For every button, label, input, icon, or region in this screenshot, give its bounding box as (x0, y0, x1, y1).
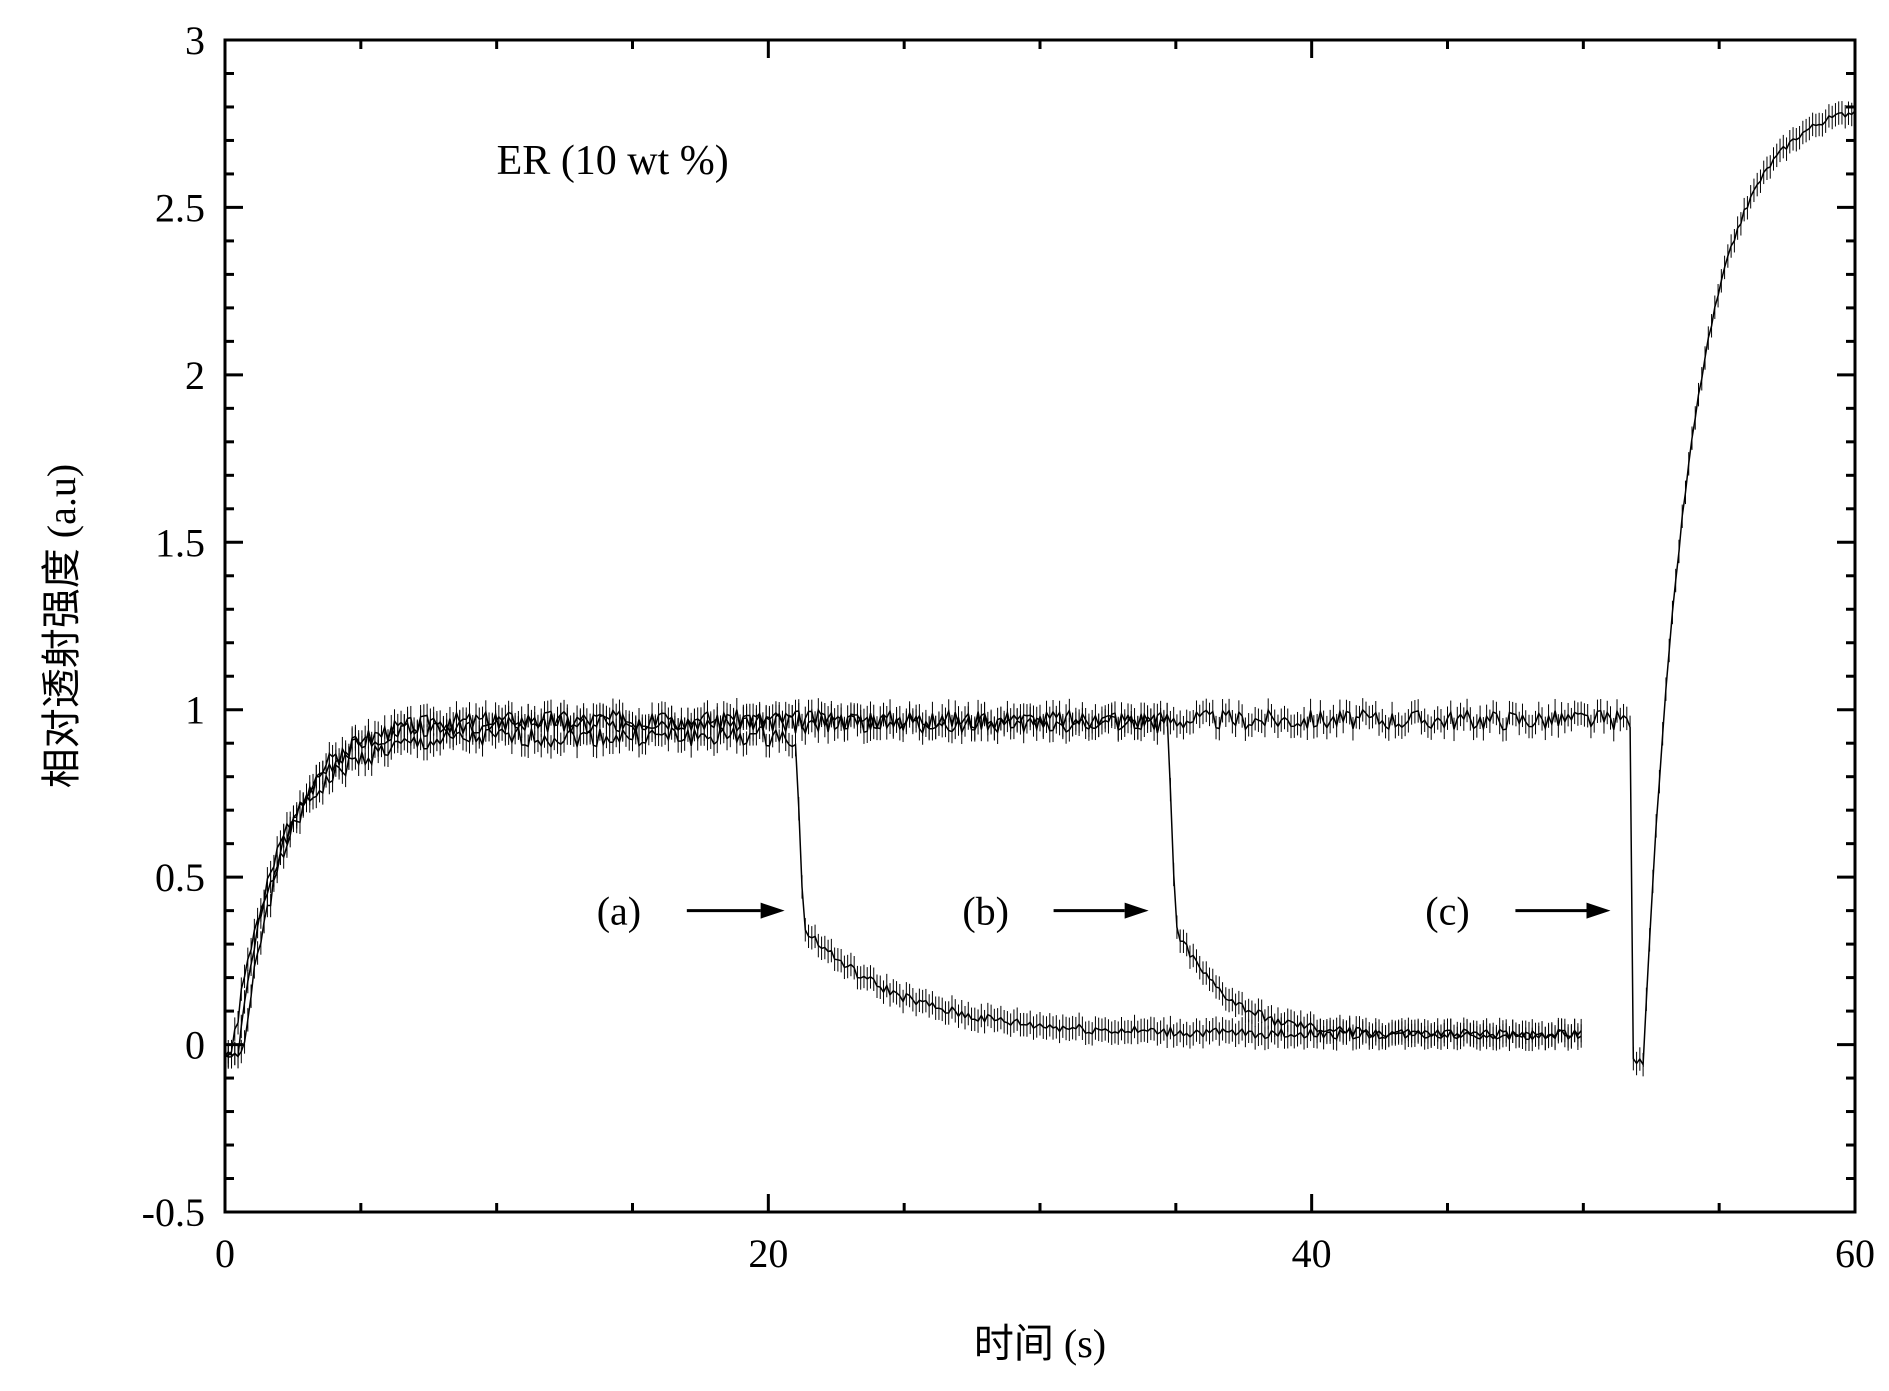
annotation-arrow-head-0 (761, 903, 785, 919)
y-tick-label: 1.5 (155, 520, 205, 565)
x-tick-label: 40 (1292, 1231, 1332, 1276)
series-c (225, 99, 1855, 1076)
legend-text: ER (10 wt %) (497, 138, 729, 184)
y-axis-label: 相对透射强度 (a.u) (39, 464, 84, 788)
series-a (225, 715, 1581, 1067)
y-tick-label: 0 (185, 1023, 205, 1068)
y-tick-label: 2.5 (155, 185, 205, 230)
series-group (225, 99, 1855, 1076)
plot-frame (225, 40, 1855, 1212)
chart-container: 0204060时间 (s)-0.500.511.522.53相对透射强度 (a.… (0, 0, 1889, 1391)
x-tick-label: 20 (748, 1231, 788, 1276)
series-b (225, 701, 1581, 1068)
x-axis-label: 时间 (s) (974, 1321, 1106, 1366)
annotation-label-1: (b) (962, 889, 1009, 934)
chart-svg: 0204060时间 (s)-0.500.511.522.53相对透射强度 (a.… (0, 0, 1889, 1386)
annotation-label-0: (a) (597, 889, 641, 934)
y-tick-label: 1 (185, 688, 205, 733)
annotation-arrow-head-1 (1125, 903, 1149, 919)
annotation-arrow-head-2 (1587, 903, 1611, 919)
x-tick-label: 60 (1835, 1231, 1875, 1276)
y-tick-label: 0.5 (155, 855, 205, 900)
y-tick-label: 3 (185, 18, 205, 63)
y-tick-label: 2 (185, 353, 205, 398)
annotation-label-2: (c) (1425, 889, 1469, 934)
x-tick-label: 0 (215, 1231, 235, 1276)
y-tick-label: -0.5 (142, 1190, 205, 1235)
